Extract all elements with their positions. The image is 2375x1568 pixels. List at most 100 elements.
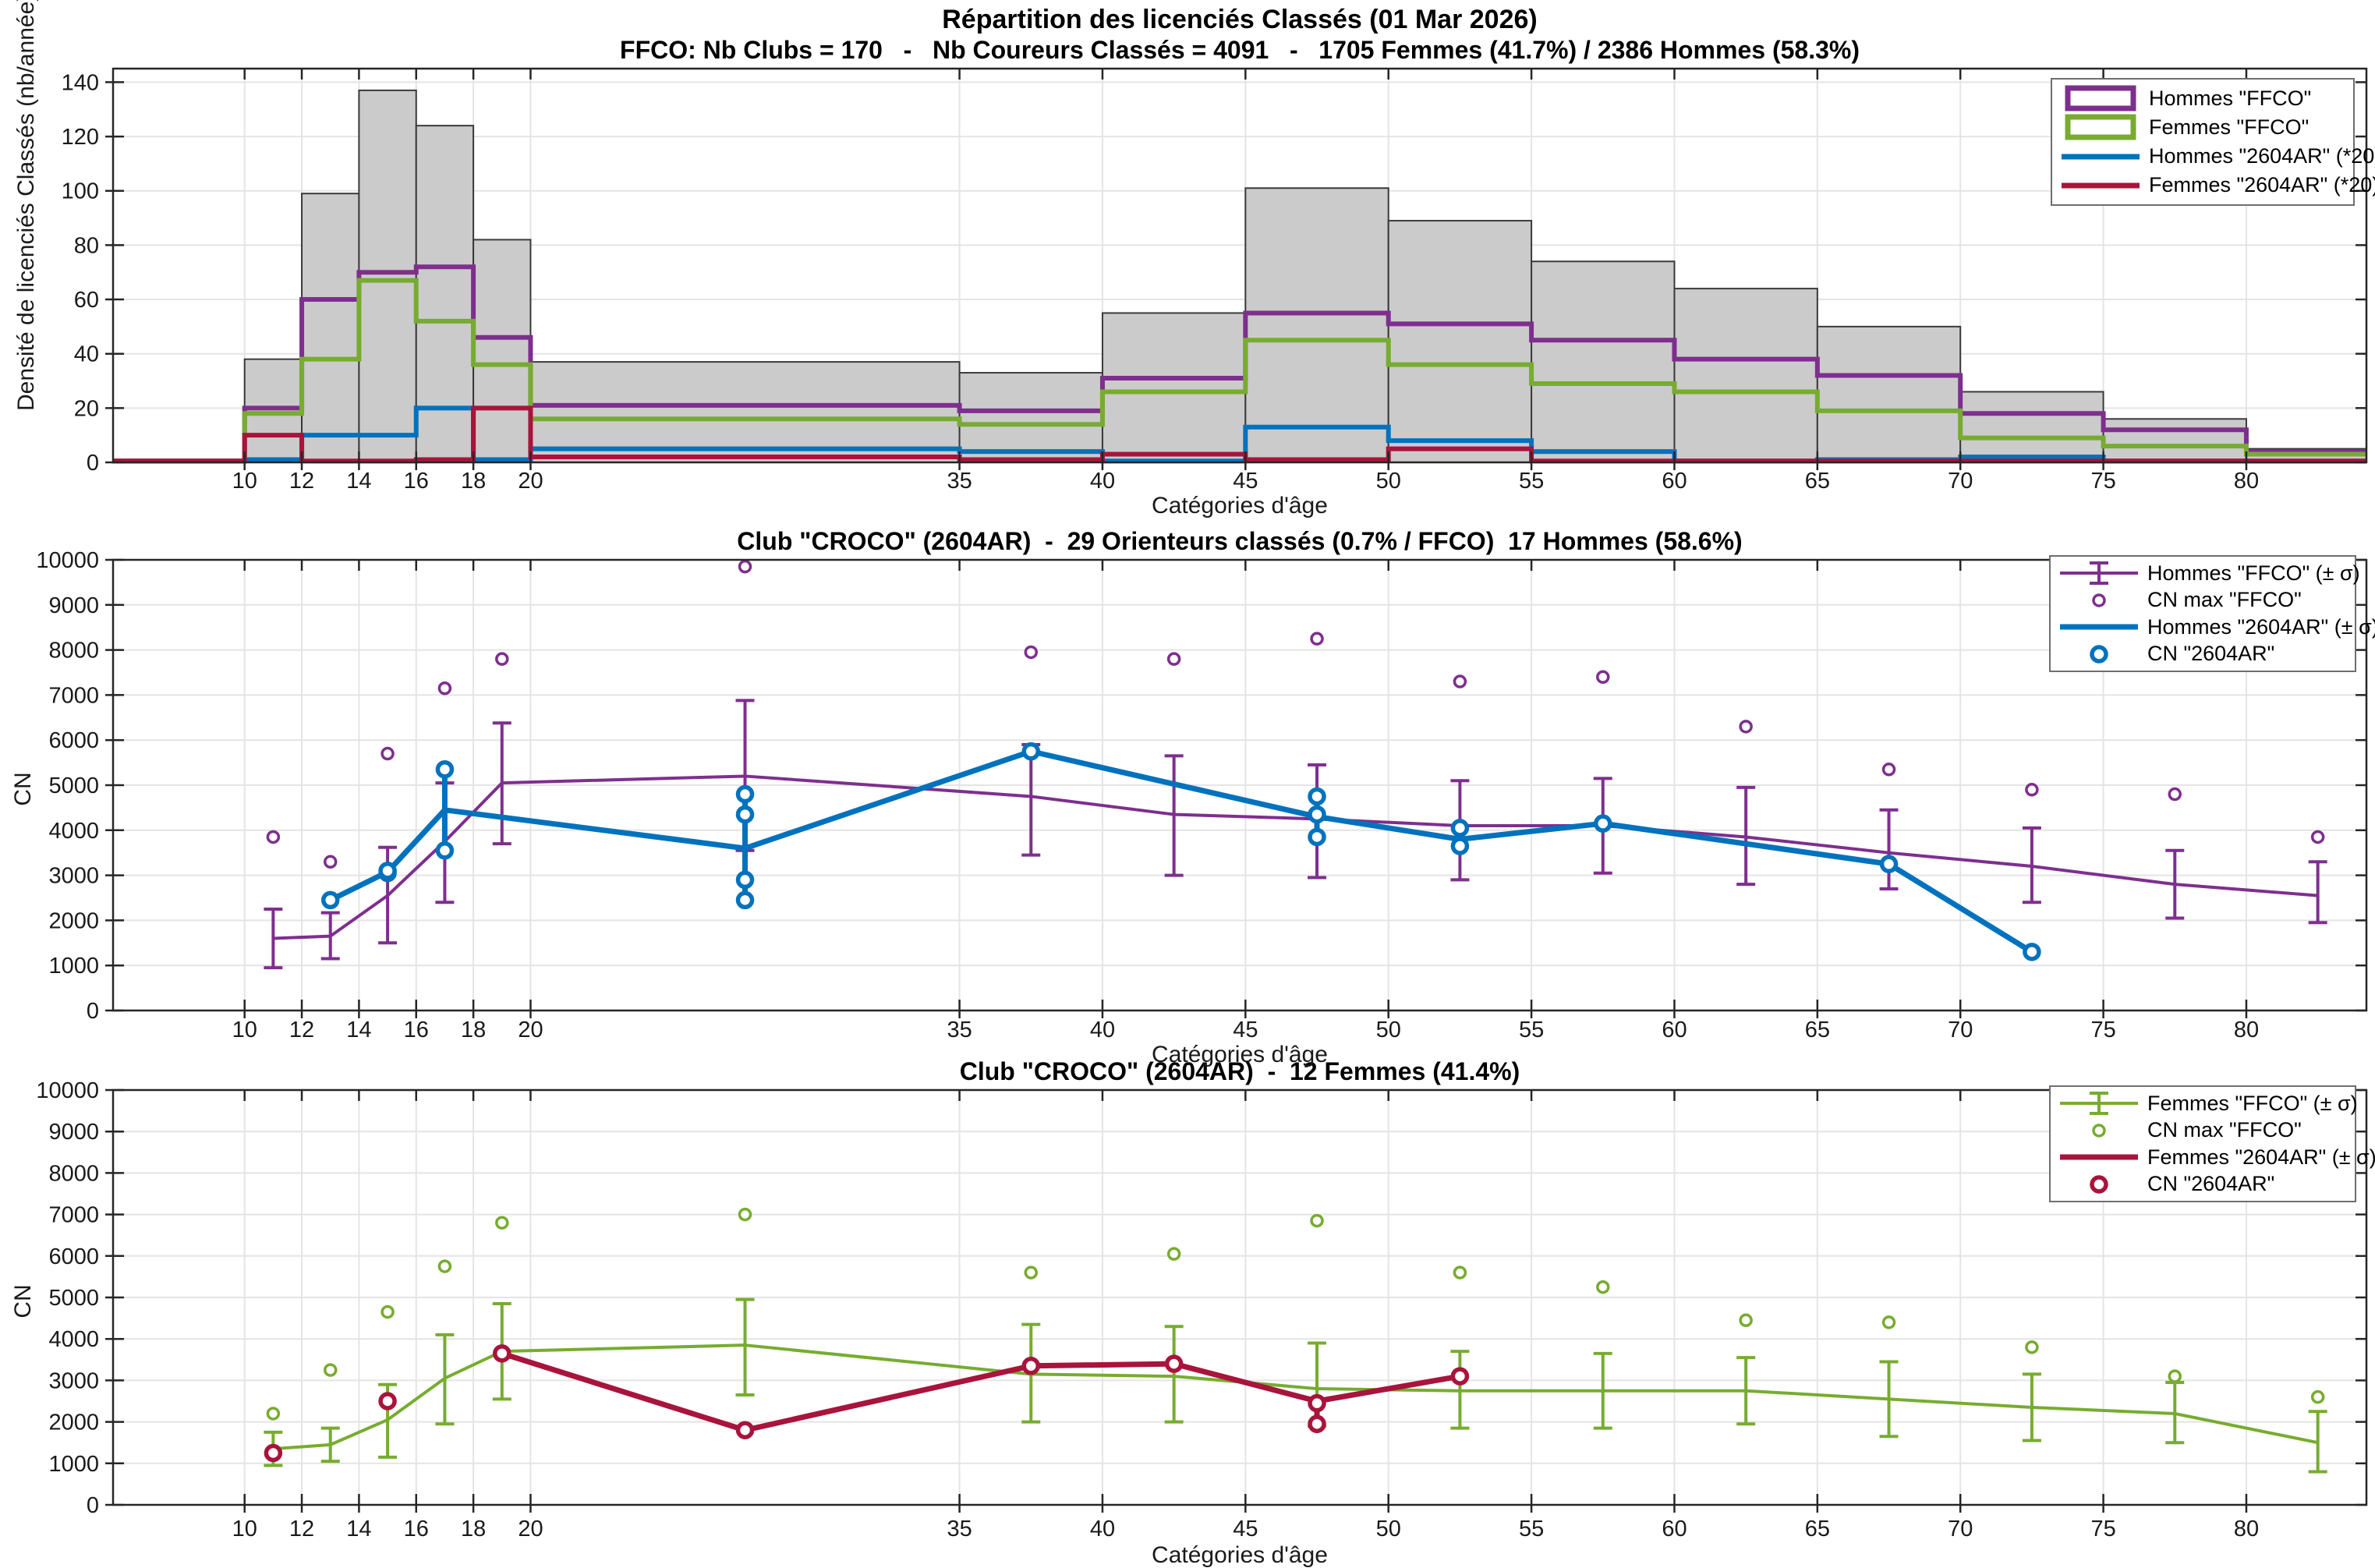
svg-text:55: 55: [1519, 469, 1544, 494]
svg-text:10000: 10000: [36, 1078, 99, 1103]
axes: [105, 67, 2368, 470]
svg-text:10: 10: [232, 1018, 257, 1042]
svg-text:60: 60: [1662, 1018, 1687, 1042]
svg-text:75: 75: [2090, 1018, 2115, 1042]
svg-text:9000: 9000: [48, 593, 99, 618]
svg-text:1000: 1000: [48, 1452, 99, 1477]
svg-text:80: 80: [74, 233, 99, 258]
legend-label: CN "2604AR": [2147, 642, 2275, 666]
svg-text:7000: 7000: [48, 683, 99, 708]
tick-marks: [105, 1088, 2366, 1513]
svg-text:2000: 2000: [48, 908, 99, 933]
legend-entry: Femmes "2604AR" (*20): [2057, 172, 2375, 199]
tick-marks: [105, 558, 2366, 1018]
legend-label: CN max "FFCO": [2147, 1118, 2302, 1142]
axes: [105, 558, 2368, 1018]
x-tick-labels: 10 12 14 16 18 20 35 40 45 50 55 60 65 70 75 80: [232, 1517, 2260, 1541]
svg-text:60: 60: [1662, 469, 1687, 494]
top-chart-xlabel: Catégories d'âge: [1152, 493, 1328, 519]
line-icon: [2062, 154, 2140, 160]
svg-text:60: 60: [1662, 1517, 1687, 1541]
legend-entry: CN max "FFCO": [2055, 1117, 2347, 1144]
legend-label: Femmes "FFCO": [2149, 115, 2310, 139]
svg-text:80: 80: [2234, 1018, 2259, 1042]
svg-text:75: 75: [2090, 1517, 2115, 1541]
middle-chart-xlabel: Catégories d'âge: [1152, 1042, 1328, 1067]
svg-text:10000: 10000: [36, 548, 99, 573]
svg-text:2000: 2000: [48, 1410, 99, 1435]
legend-entry: Femmes "FFCO": [2057, 114, 2345, 140]
circle-bold-icon: [2090, 644, 2108, 664]
middle-chart-ylabel: CN: [10, 772, 36, 806]
legend-entry: CN "2604AR": [2055, 1171, 2347, 1198]
legend-label: Femmes "2604AR" (± σ): [2147, 1145, 2375, 1169]
line-icon: [2062, 182, 2140, 189]
svg-text:45: 45: [1233, 1517, 1258, 1541]
svg-text:45: 45: [1233, 1018, 1258, 1042]
svg-text:18: 18: [461, 1517, 486, 1541]
svg-text:100: 100: [62, 179, 99, 204]
svg-text:8000: 8000: [48, 1161, 99, 1186]
svg-text:18: 18: [461, 469, 486, 494]
svg-text:6000: 6000: [48, 728, 99, 753]
svg-text:5000: 5000: [48, 773, 99, 798]
legend-entry: Hommes "2604AR" (± σ): [2055, 614, 2375, 640]
tick-marks: [105, 69, 2366, 470]
rect-outline-icon: [2065, 85, 2136, 111]
rect-outline-icon: [2065, 114, 2136, 140]
svg-text:14: 14: [346, 1018, 371, 1042]
legend-label: Hommes "2604AR" (*20): [2149, 144, 2375, 168]
legend-entry: CN "2604AR": [2055, 641, 2347, 667]
svg-text:7000: 7000: [48, 1203, 99, 1228]
svg-text:40: 40: [1090, 469, 1115, 494]
svg-text:65: 65: [1805, 1018, 1830, 1042]
svg-text:120: 120: [62, 125, 99, 150]
svg-text:50: 50: [1376, 1018, 1401, 1042]
legend-entry: Hommes "FFCO": [2057, 85, 2345, 111]
circle-small-icon: [2092, 593, 2106, 607]
bottom-chart-xlabel: Catégories d'âge: [1152, 1542, 1328, 1568]
circle-small-icon: [2092, 1124, 2106, 1138]
legend-entry: CN max "FFCO": [2055, 587, 2347, 614]
bottom-chart-legend: Femmes "FFCO" (± σ) CN max "FFCO" Femmes "…: [2049, 1085, 2375, 1202]
bottom-chart-ylabel: CN: [10, 1284, 36, 1318]
svg-text:40: 40: [1090, 1018, 1115, 1042]
svg-text:0: 0: [87, 451, 99, 476]
svg-text:1000: 1000: [48, 954, 99, 979]
y-tick-labels: 0 1000 2000 3000 4000 5000 6000 7000 8000 9000 100…: [36, 548, 99, 1024]
svg-text:10: 10: [232, 469, 257, 494]
svg-text:8000: 8000: [48, 639, 99, 664]
svg-text:20: 20: [518, 1018, 543, 1042]
middle-chart-legend: Hommes "FFCO" (± σ) CN max "FFCO" Hommes "…: [2049, 555, 2375, 672]
y-tick-labels: 0 1000 2000 3000 4000 5000 6000 7000 8000 9000 100…: [36, 1078, 99, 1518]
svg-text:10: 10: [232, 1517, 257, 1541]
top-chart-legend: Hommes "FFCO" Femmes "FFCO" Hommes "2604AR…: [2051, 78, 2375, 206]
legend-entry: Hommes "2604AR" (*20): [2057, 143, 2375, 170]
figure-title-line1: Répartition des licenciés Classés (01 Ma…: [942, 5, 1538, 34]
svg-text:14: 14: [346, 469, 371, 494]
bottom-chart-title: Club "CROCO" (2604AR) - 12 Femmes (41.4%…: [959, 1057, 1520, 1085]
svg-text:70: 70: [1948, 469, 1973, 494]
legend-label: Hommes "FFCO" (± σ): [2147, 561, 2360, 585]
legend-label: Hommes "FFCO": [2149, 86, 2312, 110]
circle-bold-icon: [2090, 1174, 2108, 1194]
x-tick-labels: 10 12 14 16 18 20 35 40 45 50 55 60 65 70 75 80: [232, 469, 2260, 494]
svg-text:20: 20: [518, 469, 543, 494]
svg-text:55: 55: [1519, 1018, 1544, 1042]
svg-text:50: 50: [1376, 469, 1401, 494]
legend-label: CN max "FFCO": [2147, 588, 2302, 612]
legend-entry: Femmes "2604AR" (± σ): [2055, 1144, 2375, 1170]
legend-entry: Femmes "FFCO" (± σ): [2055, 1090, 2358, 1117]
errorbar-icon: [2060, 561, 2138, 586]
svg-text:5000: 5000: [48, 1286, 99, 1311]
svg-text:14: 14: [346, 1517, 371, 1541]
svg-text:50: 50: [1376, 1517, 1401, 1541]
svg-text:16: 16: [404, 469, 429, 494]
chart-1: 10 12 14 16 18 20 35 40 45 50 55 60 65 70 75 80 0 1000 200…: [36, 548, 2368, 1042]
x-tick-labels: 10 12 14 16 18 20 35 40 45 50 55 60 65 70 75 80: [232, 1018, 2260, 1042]
svg-text:0: 0: [87, 999, 99, 1024]
svg-text:80: 80: [2234, 1517, 2259, 1541]
top-chart-ylabel: Densité de licenciés Classés (nb/année): [13, 0, 39, 411]
svg-text:18: 18: [461, 1018, 486, 1042]
